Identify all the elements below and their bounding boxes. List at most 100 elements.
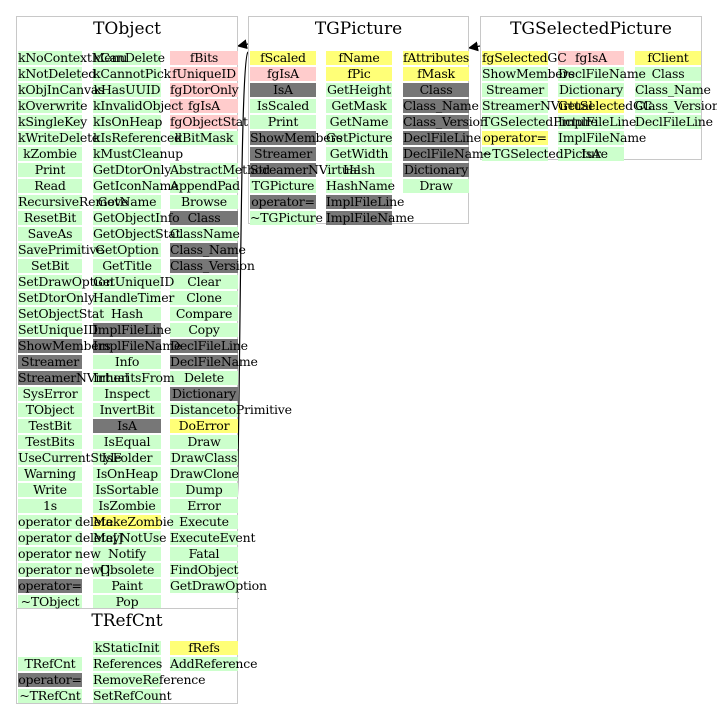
member-cell: fClient [635,51,701,65]
member-cell: Clear [170,275,238,289]
member-cell: ExecuteEvent [170,530,256,545]
member-cell: StreamerNVirtual [18,370,129,385]
member-cell: operator= [250,194,316,209]
member-cell: Error [170,499,238,513]
member-cell: TestBit [18,419,82,433]
member-cell: Dump [170,483,238,497]
member-cell: IsA [93,419,161,433]
member-cell: fRefs [170,641,238,655]
member-cell: ~TRefCnt [18,688,82,703]
member-cell: Class_Version [403,114,488,129]
member-cell: SetObjectStat [18,306,104,321]
member-cell: Paint [93,579,161,593]
member-cell: GetTitle [93,259,161,273]
member-cell: Compare [170,307,238,321]
member-cell: DeclFileName [170,354,258,369]
member-cell: ImplFileLine [326,194,405,209]
member-cell: Copy [170,323,238,337]
member-cell: SavePrimitive [18,242,104,257]
member-cell: TGSelectedPicture [482,114,598,129]
member-cell: ImplFileName [93,338,182,353]
member-cell: kMustCleanup [93,146,183,161]
member-cell: TRefCnt [18,657,82,671]
member-cell: Streamer [482,83,548,97]
member-cell: MayNotUse [93,530,167,545]
member-cell: Hash [93,307,161,321]
member-cell: Streamer [250,147,316,161]
member-cell: kSingleKey [18,114,88,129]
member-cell: FindObject [170,562,239,577]
member-cell: DeclFileName [558,66,646,81]
member-cell: RecursiveRemove [18,194,129,209]
member-cell: kCannotPick [93,66,172,81]
member-cell: Write [18,483,82,497]
class-box-trefcnt: TRefCnt TRefCnt operator= ~TRefCnt kStaticI… [16,608,257,704]
member-cell: fgSelectedGC [482,50,567,65]
member-cell: Class_Name [403,98,479,113]
member-cell: References [93,656,163,671]
member-cell: MakeZombie [93,514,174,529]
member-cell: Class [170,211,238,225]
member-cell: kWriteDelete [18,130,100,145]
member-cell: ~TGSelectedPicture [482,146,608,161]
member-cell: fgIsA [558,51,624,65]
member-cell: ShowMembers [18,338,111,353]
member-cell: Clone [170,291,238,305]
member-cell: SetDrawOption [18,274,114,289]
member-cell: Class_Name [635,82,711,97]
member-cell: GetObjectInfo [93,210,180,225]
member-cell: SetRefCount [93,688,172,703]
member-cell: GetMask [326,99,392,113]
member-cell: TGPicture [250,178,316,193]
member-cell: Streamer [18,355,82,369]
member-cell: fBits [170,51,238,65]
member-cell: ResetBit [18,211,82,225]
member-cell: fgDtorOnly [170,82,239,97]
member-cell: SetUniqueID [18,322,98,337]
member-cell: Print [250,115,316,129]
member-cell: Info [93,355,161,369]
member-cell: ImplFileLine [93,322,172,337]
member-cell: GetHeight [326,82,392,97]
member-cell: GetUniqueID [93,274,175,289]
member-cell: Fatal [170,547,238,561]
member-cell: operator= [18,578,82,593]
member-cell: DeclFileLine [170,338,248,353]
member-cell: Dictionary [558,82,624,97]
member-cell: Class_Version [635,98,717,113]
member-cell: Warning [18,467,82,481]
member-cell: operator new [18,546,101,561]
member-cell: IsFolder [93,451,161,465]
member-cell: IsOnHeap [93,467,161,481]
member-cell: DeclFileName [403,146,491,161]
member-cell: GetIconName [93,178,179,193]
edge-tgselectedpicture-to-tgpicture [468,41,481,52]
member-cell: HandleTimer [93,290,175,305]
member-cell: DrawClass [170,450,238,465]
member-cell: kInvalidObject [93,98,183,113]
member-cell: kZombie [18,147,82,161]
member-cell: Class_Name [170,242,246,257]
member-cell: SetDtorOnly [18,290,95,305]
member-cell: 1s [18,499,82,513]
member-cell: fgObjectStat [170,114,248,129]
member-cell: StreamerNVirtual [250,162,361,177]
member-cell: kIsOnHeap [93,114,163,129]
member-cell: GetDtorOnly [93,162,172,177]
member-cell: DeclFileLine [635,114,713,129]
member-cell: DrawClone [170,466,239,481]
class-title: TGSelectedPicture [510,19,672,39]
member-cell: kBitMask [170,131,238,145]
member-cell: DistancetoPrimitive [170,402,292,417]
member-cell: Draw [170,435,238,449]
member-cell: kHasUUID [93,82,161,97]
member-cell: kStaticInit [93,640,161,655]
member-cell: fAttributes [403,50,470,65]
member-cell: GetObjectStat [93,226,181,241]
member-cell: IsA [558,147,624,161]
member-cell: Obsolete [93,563,161,577]
member-cell: Print [18,163,82,177]
member-cell: SetBit [18,259,82,273]
member-cell: kObjInCanvas [18,82,105,97]
member-cell: StreamerNVirtual [482,98,593,113]
